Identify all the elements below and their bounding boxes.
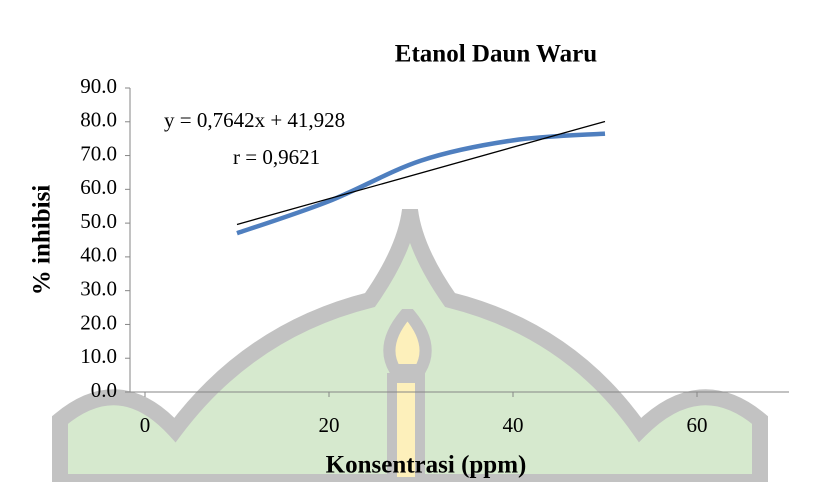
- y-tick-label: 20.0: [80, 310, 117, 334]
- x-tick-label: 20: [319, 413, 340, 437]
- watermark: [60, 210, 760, 482]
- equation-annotation: y = 0,7642x + 41,928: [164, 108, 345, 132]
- watermark-flame: [389, 315, 425, 370]
- r-annotation: r = 0,9621: [233, 145, 320, 169]
- x-tick-label: 60: [687, 413, 708, 437]
- y-tick-label: 0.0: [91, 378, 117, 402]
- y-axis-title: % inhibisi: [29, 185, 56, 296]
- chart: Etanol Daun Waru Konsentrasi (ppm) % inh…: [0, 0, 828, 482]
- x-tick-label: 40: [503, 413, 524, 437]
- chart-title: Etanol Daun Waru: [395, 41, 597, 68]
- trend-line: [237, 121, 605, 224]
- y-tick-label: 40.0: [80, 243, 117, 267]
- x-tick-label: 0: [140, 413, 151, 437]
- y-tick-label: 50.0: [80, 209, 117, 233]
- y-tick-label: 80.0: [80, 108, 117, 132]
- y-tick-label: 30.0: [80, 276, 117, 300]
- y-tick-label: 90.0: [80, 74, 117, 98]
- page: Etanol Daun Waru Konsentrasi (ppm) % inh…: [0, 0, 828, 482]
- y-tick-label: 60.0: [80, 175, 117, 199]
- y-tick-label: 10.0: [80, 344, 117, 368]
- y-tick-label: 70.0: [80, 141, 117, 165]
- x-axis-title: Konsentrasi (ppm): [326, 452, 527, 479]
